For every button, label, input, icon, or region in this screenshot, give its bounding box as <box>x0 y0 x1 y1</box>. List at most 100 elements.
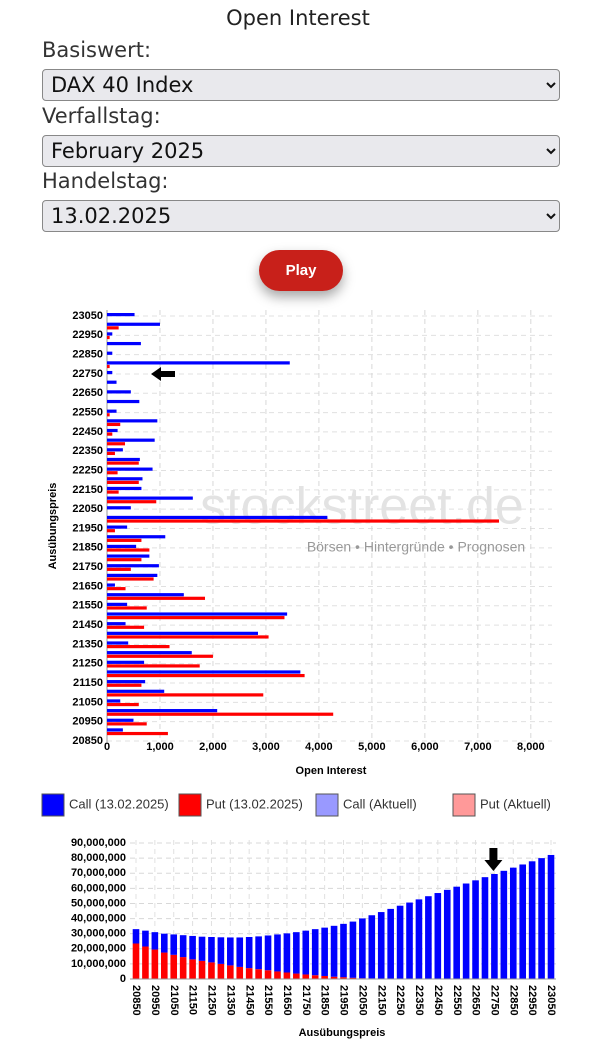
bar <box>107 432 113 436</box>
bar <box>107 332 113 336</box>
y-tick-label: 20850 <box>72 735 103 747</box>
bar <box>160 933 168 953</box>
bar <box>107 322 160 326</box>
bar <box>107 544 137 549</box>
y-tick-label: 21150 <box>73 677 103 689</box>
bar <box>274 971 281 979</box>
watermark-sub: Börsen • Hintergründe • Prognosen <box>307 539 525 555</box>
bar <box>107 438 155 442</box>
legend-swatch <box>41 793 65 817</box>
bar <box>107 442 126 446</box>
x-tick-label: 3,000 <box>252 741 280 753</box>
y-tick-label: 21950 <box>72 522 103 534</box>
bar <box>107 635 269 639</box>
y-tick-label: 70,000,000 <box>71 867 126 879</box>
bar <box>425 896 432 979</box>
x-tick-label: 22950 <box>526 985 538 1016</box>
play-button[interactable]: Play <box>259 250 343 291</box>
bar <box>321 927 328 976</box>
legend-swatch <box>178 793 202 817</box>
bar <box>160 952 168 979</box>
y-axis-label: Ausübungspreis <box>47 483 59 570</box>
bar <box>107 313 135 317</box>
bar <box>547 854 555 979</box>
bar <box>208 936 215 963</box>
bar <box>107 693 264 697</box>
y-tick-label: 20,000,000 <box>71 943 126 955</box>
bar <box>302 930 310 975</box>
bar <box>107 689 165 693</box>
bar <box>107 457 140 462</box>
bar <box>245 936 253 969</box>
bar <box>107 451 115 456</box>
bar <box>132 929 140 944</box>
x-tick-label: 21250 <box>206 985 218 1016</box>
bar <box>453 886 460 979</box>
x-tick-label: 21750 <box>300 985 312 1016</box>
y-tick-label: 22450 <box>72 426 103 438</box>
bar <box>107 645 170 649</box>
bar <box>107 409 117 413</box>
bar <box>189 959 196 979</box>
expiry-select[interactable]: February 2025 <box>42 135 560 167</box>
bar <box>302 974 310 979</box>
bar <box>107 490 119 494</box>
x-tick-label: 22350 <box>413 985 425 1016</box>
bar <box>293 973 300 979</box>
bar <box>349 977 357 979</box>
bar <box>107 596 206 600</box>
bar <box>236 966 244 979</box>
bar <box>107 558 142 562</box>
bar <box>377 912 385 979</box>
bar <box>264 935 272 971</box>
bar <box>107 554 150 558</box>
bar <box>107 651 192 655</box>
y-tick-label: 60,000,000 <box>71 882 126 894</box>
bar <box>387 908 394 979</box>
bar <box>208 962 215 979</box>
bar <box>107 602 128 606</box>
bar <box>107 413 110 417</box>
bar <box>340 923 347 978</box>
bar <box>481 877 489 979</box>
bar <box>107 529 115 533</box>
bar <box>107 364 110 369</box>
bar <box>107 664 200 668</box>
bar <box>107 519 500 523</box>
x-tick-label: 21850 <box>319 985 331 1016</box>
bar <box>274 934 281 972</box>
bar <box>330 976 338 979</box>
bar <box>107 390 131 394</box>
y-tick-label: 22350 <box>72 445 103 457</box>
x-tick-label: 21950 <box>338 985 350 1016</box>
x-tick-label: 22850 <box>507 985 519 1016</box>
y-tick-label: 10,000,000 <box>71 958 126 970</box>
bar <box>142 946 149 979</box>
bar <box>107 612 288 616</box>
y-tick-label: 22550 <box>72 406 103 418</box>
y-tick-label: 30,000,000 <box>71 928 126 940</box>
underlying-select[interactable]: DAX 40 Index <box>42 69 560 101</box>
bar <box>349 921 357 978</box>
bar <box>107 567 131 571</box>
x-tick-label: 1,000 <box>146 741 174 753</box>
y-tick-label: 22050 <box>72 503 103 515</box>
bar <box>509 867 517 979</box>
watermark: stockstreet.de <box>200 478 524 536</box>
x-tick-label: 21350 <box>224 985 236 1016</box>
bar <box>472 880 479 979</box>
bar <box>217 937 225 964</box>
bar <box>107 660 145 664</box>
bar <box>179 957 187 979</box>
bar <box>107 477 143 481</box>
bar <box>107 625 145 629</box>
bar <box>107 535 166 539</box>
tradeday-select[interactable]: 13.02.2025 <box>42 200 560 232</box>
y-tick-label: 21750 <box>72 561 103 573</box>
bar <box>107 728 123 732</box>
bar <box>245 968 253 979</box>
bar <box>107 370 113 375</box>
y-tick-label: 22850 <box>72 349 103 361</box>
bar <box>227 937 234 966</box>
